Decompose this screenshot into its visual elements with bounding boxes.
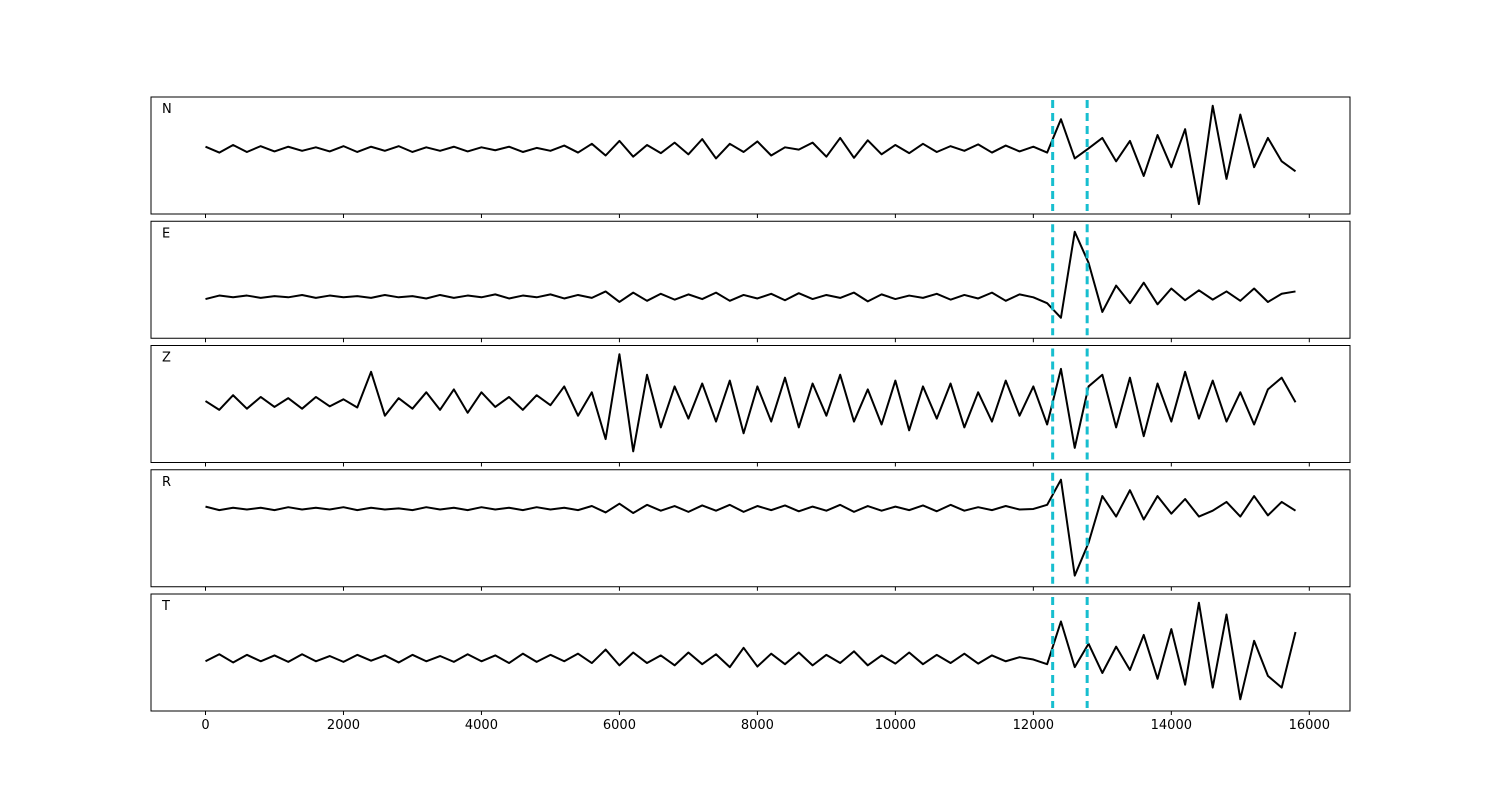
panel-frame xyxy=(150,593,1351,712)
x-tick-label: 4000 xyxy=(465,718,498,733)
trace xyxy=(204,353,1297,453)
x-tick-label: 6000 xyxy=(603,718,636,733)
panel-label: N xyxy=(162,102,172,117)
trace xyxy=(205,478,1297,577)
panel-label: T xyxy=(161,599,170,614)
x-tick-label: 12000 xyxy=(1013,718,1054,733)
x-tick-label: 8000 xyxy=(741,718,774,733)
x-tick-label: 14000 xyxy=(1151,718,1192,733)
panel-label: Z xyxy=(162,351,171,366)
panel-frame xyxy=(150,220,1351,339)
panel-frame xyxy=(150,345,1351,463)
trace xyxy=(205,230,1296,319)
trace xyxy=(205,104,1297,206)
x-tick-label: 16000 xyxy=(1289,718,1330,733)
x-tick-label: 2000 xyxy=(327,718,360,733)
panel-frame xyxy=(150,469,1351,588)
panel-label: E xyxy=(162,226,170,241)
x-tick-label: 0 xyxy=(201,718,209,733)
x-tick-label: 10000 xyxy=(875,718,916,733)
trace xyxy=(205,601,1297,701)
panel-frame xyxy=(150,96,1351,215)
panel-label: R xyxy=(162,475,171,490)
